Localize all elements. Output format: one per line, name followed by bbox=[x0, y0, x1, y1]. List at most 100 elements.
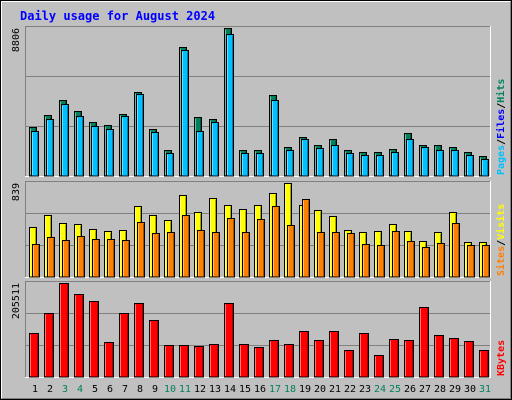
chart-title: Daily usage for August 2024 bbox=[20, 9, 215, 23]
bar-sites bbox=[182, 215, 190, 278]
bar-kbytes bbox=[434, 335, 444, 378]
panel-hits-files-pages: 8806 Pages/Files/Hits bbox=[11, 26, 507, 177]
bar-kbytes bbox=[359, 333, 369, 378]
bar-sites bbox=[92, 239, 100, 278]
x-tick-label: 18 bbox=[284, 384, 296, 395]
x-tick-label: 10 bbox=[164, 384, 176, 395]
x-tick-label: 20 bbox=[314, 384, 326, 395]
bar-files bbox=[391, 152, 399, 177]
x-tick-label: 8 bbox=[137, 384, 143, 395]
bar-files bbox=[46, 119, 54, 177]
x-tick-label: 26 bbox=[404, 384, 416, 395]
bar-files bbox=[76, 116, 84, 177]
bar-kbytes bbox=[74, 294, 84, 378]
bar-sites bbox=[467, 245, 475, 278]
bar-kbytes bbox=[344, 350, 354, 378]
x-tick-label: 23 bbox=[359, 384, 371, 395]
series-label-hits: Hits bbox=[495, 79, 507, 103]
bar-kbytes bbox=[194, 346, 204, 378]
x-tick-label: 13 bbox=[209, 384, 221, 395]
bar-files bbox=[376, 155, 384, 177]
bar-sites bbox=[452, 223, 460, 278]
bar-sites bbox=[332, 232, 340, 278]
bar-kbytes bbox=[479, 350, 489, 378]
bar-files bbox=[256, 153, 264, 177]
panel-kbytes: 205511 KBytes bbox=[11, 281, 507, 378]
series-label-sites: Sites bbox=[495, 246, 507, 276]
bar-sites bbox=[362, 244, 370, 278]
bar-sites bbox=[437, 243, 445, 278]
x-tick-label: 11 bbox=[179, 384, 191, 395]
bar-files bbox=[211, 122, 219, 177]
x-tick-label: 31 bbox=[479, 384, 491, 395]
bar-kbytes bbox=[449, 338, 459, 378]
x-tick-label: 28 bbox=[434, 384, 446, 395]
series-label-visits: Visits bbox=[495, 204, 507, 240]
bar-files bbox=[481, 159, 489, 177]
x-tick-label: 22 bbox=[344, 384, 356, 395]
bar-kbytes bbox=[164, 345, 174, 378]
bar-kbytes bbox=[419, 307, 429, 378]
series-label: Sites/Visits bbox=[495, 204, 507, 276]
x-tick-label: 4 bbox=[77, 384, 83, 395]
bar-kbytes bbox=[179, 345, 189, 378]
bar-files bbox=[451, 150, 459, 177]
bar-files bbox=[166, 153, 174, 177]
series-label-pages: Pages bbox=[496, 145, 507, 175]
x-tick-label: 29 bbox=[449, 384, 461, 395]
bar-sites bbox=[32, 244, 40, 278]
bar-files bbox=[271, 100, 279, 177]
x-tick-label: 21 bbox=[329, 384, 341, 395]
x-tick-label: 12 bbox=[194, 384, 206, 395]
bar-sites bbox=[287, 225, 295, 278]
bar-kbytes bbox=[44, 313, 54, 378]
bar-files bbox=[121, 116, 129, 177]
bar-kbytes bbox=[329, 331, 339, 378]
bar-files bbox=[106, 129, 114, 177]
y-max-label: 839 bbox=[11, 183, 22, 201]
series-label-kbytes: KBytes bbox=[496, 340, 507, 376]
x-tick-label: 30 bbox=[464, 384, 476, 395]
x-tick-label: 9 bbox=[152, 384, 158, 395]
bar-files bbox=[61, 104, 69, 177]
x-tick-label: 15 bbox=[239, 384, 251, 395]
bar-kbytes bbox=[224, 303, 234, 378]
bar-sites bbox=[272, 206, 280, 278]
bar-sites bbox=[347, 233, 355, 278]
bar-kbytes bbox=[59, 283, 69, 378]
bar-sites bbox=[167, 232, 175, 278]
bar-files bbox=[436, 150, 444, 177]
series-label-files: Files bbox=[495, 109, 507, 139]
bar-kbytes bbox=[29, 333, 39, 378]
bar-files bbox=[226, 34, 234, 177]
bar-kbytes bbox=[119, 313, 129, 378]
bar-sites bbox=[422, 247, 430, 278]
bar-files bbox=[301, 139, 309, 177]
y-max-label: 205511 bbox=[11, 283, 22, 319]
bar-files bbox=[181, 50, 189, 177]
bar-files bbox=[406, 139, 414, 177]
x-tick-label: 5 bbox=[92, 384, 98, 395]
bar-sites bbox=[197, 230, 205, 278]
bar-kbytes bbox=[104, 342, 114, 378]
bar-sites bbox=[302, 199, 310, 278]
x-tick-label: 2 bbox=[47, 384, 53, 395]
bar-sites bbox=[212, 232, 220, 278]
bar-sites bbox=[392, 231, 400, 278]
bar-sites bbox=[482, 245, 490, 278]
bar-sites bbox=[77, 236, 85, 278]
bar-sites bbox=[377, 245, 385, 278]
bar-sites bbox=[257, 219, 265, 278]
bar-kbytes bbox=[389, 339, 399, 378]
bar-kbytes bbox=[464, 341, 474, 378]
bar-kbytes bbox=[89, 301, 99, 378]
bar-sites bbox=[317, 232, 325, 278]
x-tick-label: 14 bbox=[224, 384, 236, 395]
bar-files bbox=[331, 145, 339, 177]
x-tick-label: 6 bbox=[107, 384, 113, 395]
bar-sites bbox=[407, 241, 415, 278]
series-label: KBytes bbox=[496, 340, 507, 376]
bar-files bbox=[196, 131, 204, 177]
bar-kbytes bbox=[299, 331, 309, 378]
